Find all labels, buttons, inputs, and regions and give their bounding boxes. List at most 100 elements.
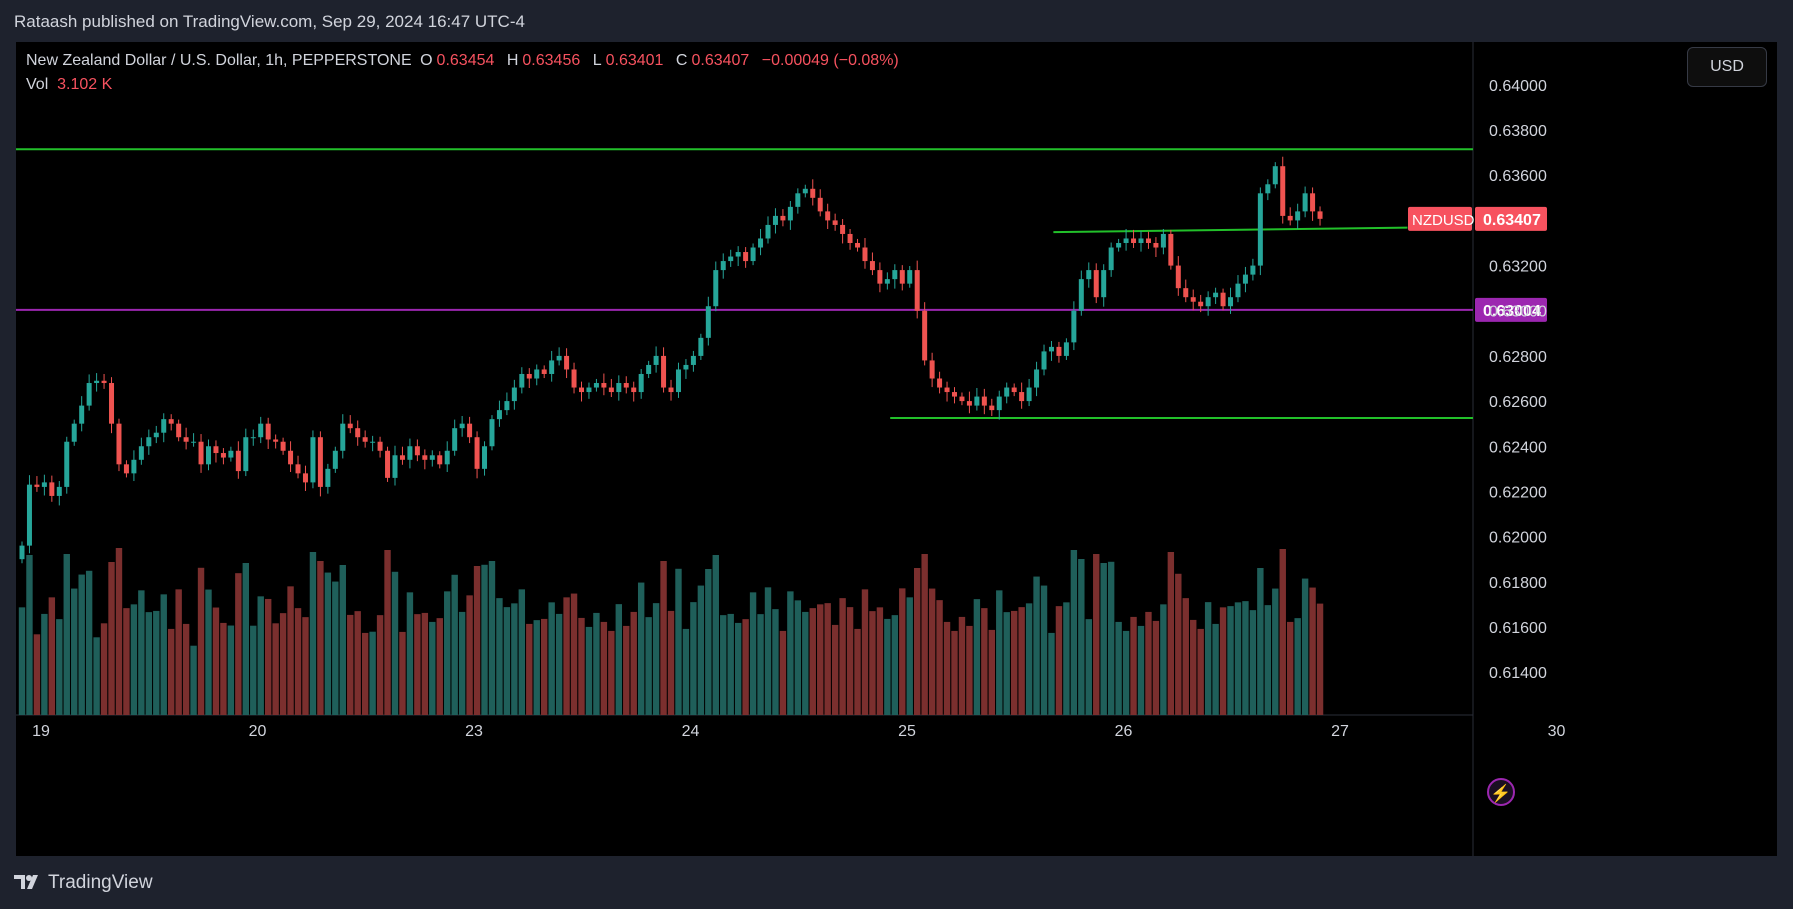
price-tick-label: 0.62800: [1489, 349, 1547, 366]
candle-body: [1093, 270, 1099, 298]
volume-bar: [175, 589, 182, 715]
candle-body: [362, 437, 368, 442]
volume-bar: [831, 624, 839, 715]
candle-body: [153, 432, 159, 438]
volume-bar: [1264, 605, 1272, 715]
volume-bar: [943, 621, 951, 715]
currency-button[interactable]: USD: [1687, 47, 1767, 87]
price-tick-label: 0.62600: [1489, 394, 1547, 411]
volume-bar: [891, 615, 899, 715]
candle-body: [1086, 270, 1092, 280]
candle-body: [1123, 238, 1129, 243]
candle-body: [258, 423, 264, 438]
volume-bar: [354, 611, 361, 715]
candle-body: [414, 446, 420, 456]
price-tick-label: 0.63800: [1489, 123, 1547, 140]
candle-body: [385, 450, 391, 478]
candle-body: [1250, 265, 1256, 275]
candle-body: [146, 437, 152, 447]
candlestick-chart[interactable]: 0.63004 0.640000.638000.636000.634000.63…: [16, 42, 1777, 856]
candle-body: [34, 484, 40, 487]
volume-bar: [660, 561, 667, 715]
volume-bar: [458, 611, 466, 715]
volume-bar: [339, 565, 346, 715]
price-tick-label: 0.62400: [1489, 439, 1547, 456]
volume-bar: [369, 631, 376, 715]
tradingview-logo-icon: [14, 875, 38, 889]
candle-body: [981, 396, 987, 406]
candle-body: [616, 383, 622, 393]
volume-bar: [697, 585, 705, 715]
volume-bar: [227, 625, 235, 715]
candle-body: [228, 450, 234, 458]
candle-body: [288, 450, 294, 465]
candle-body: [1310, 193, 1316, 212]
volume-bar: [421, 612, 429, 715]
candle-body: [549, 360, 555, 374]
candle-body: [1011, 387, 1017, 393]
volume-legend[interactable]: Vol 3.102 K: [26, 76, 113, 93]
candle-body: [1287, 215, 1293, 221]
candle-body: [862, 247, 868, 262]
volume-bar: [869, 611, 876, 715]
candle-body: [690, 355, 696, 365]
volume-bar: [317, 561, 324, 715]
volume-bar: [787, 591, 794, 715]
volume-bar: [503, 607, 511, 715]
candle-body: [705, 306, 711, 338]
candle-body: [996, 396, 1002, 411]
candle-body: [541, 369, 547, 374]
volume-bar: [1249, 610, 1257, 715]
publish-text: Rataash published on TradingView.com, Se…: [14, 12, 525, 31]
candle-body: [571, 369, 577, 388]
volume-bar: [630, 611, 637, 715]
candle-body: [1071, 310, 1077, 343]
pivot-price-label: 0.63004: [1483, 303, 1541, 320]
volume-bar: [1309, 587, 1316, 715]
price-tick-label: 0.63000: [1489, 304, 1547, 321]
candle-body: [168, 419, 174, 424]
volume-bar: [705, 569, 712, 715]
candle-body: [1190, 297, 1196, 302]
candle-body: [1116, 242, 1122, 248]
candle-body: [1265, 184, 1271, 194]
volume-bar: [1093, 554, 1100, 715]
volume-bar: [93, 637, 100, 715]
chart-panel[interactable]: 0.63004 0.640000.638000.636000.634000.63…: [16, 42, 1777, 856]
candle-body: [250, 437, 256, 439]
candle-body: [101, 380, 107, 384]
candle-body: [825, 211, 831, 221]
time-tick-label: 27: [1331, 723, 1349, 740]
time-tick-label: 20: [249, 723, 267, 740]
candle-body: [26, 484, 32, 546]
candle-body: [94, 380, 100, 384]
candle-body: [601, 383, 607, 388]
candle-body: [1145, 238, 1151, 243]
volume-bar: [1257, 568, 1264, 715]
candle-body: [317, 437, 323, 487]
volume-bar: [973, 599, 981, 715]
volume-bar: [1085, 619, 1092, 715]
volume-bar: [250, 625, 257, 715]
symbol-title[interactable]: New Zealand Dollar / U.S. Dollar, 1h, PE…: [26, 52, 412, 69]
volume-bar: [242, 563, 249, 715]
time-tick-label: 30: [1548, 723, 1566, 740]
candle-body: [355, 428, 361, 438]
price-tick-label: 0.61600: [1489, 620, 1547, 637]
candle-body: [511, 387, 517, 402]
candle-body: [638, 373, 644, 393]
volume-bar: [1301, 578, 1309, 715]
volume-bar: [1003, 612, 1010, 715]
volume-bar: [899, 588, 906, 715]
candle-body: [1101, 270, 1107, 298]
volume-bar: [391, 571, 399, 715]
volume-bar: [996, 590, 1003, 715]
candle-body: [1138, 238, 1144, 243]
lightning-icon[interactable]: ⚡: [1487, 778, 1515, 806]
candle-body: [556, 355, 562, 361]
volume-bar: [1033, 576, 1040, 715]
volume-bar: [1242, 601, 1249, 715]
candle-body: [817, 197, 823, 212]
candle-body: [467, 423, 473, 438]
volume-bar: [63, 554, 70, 715]
